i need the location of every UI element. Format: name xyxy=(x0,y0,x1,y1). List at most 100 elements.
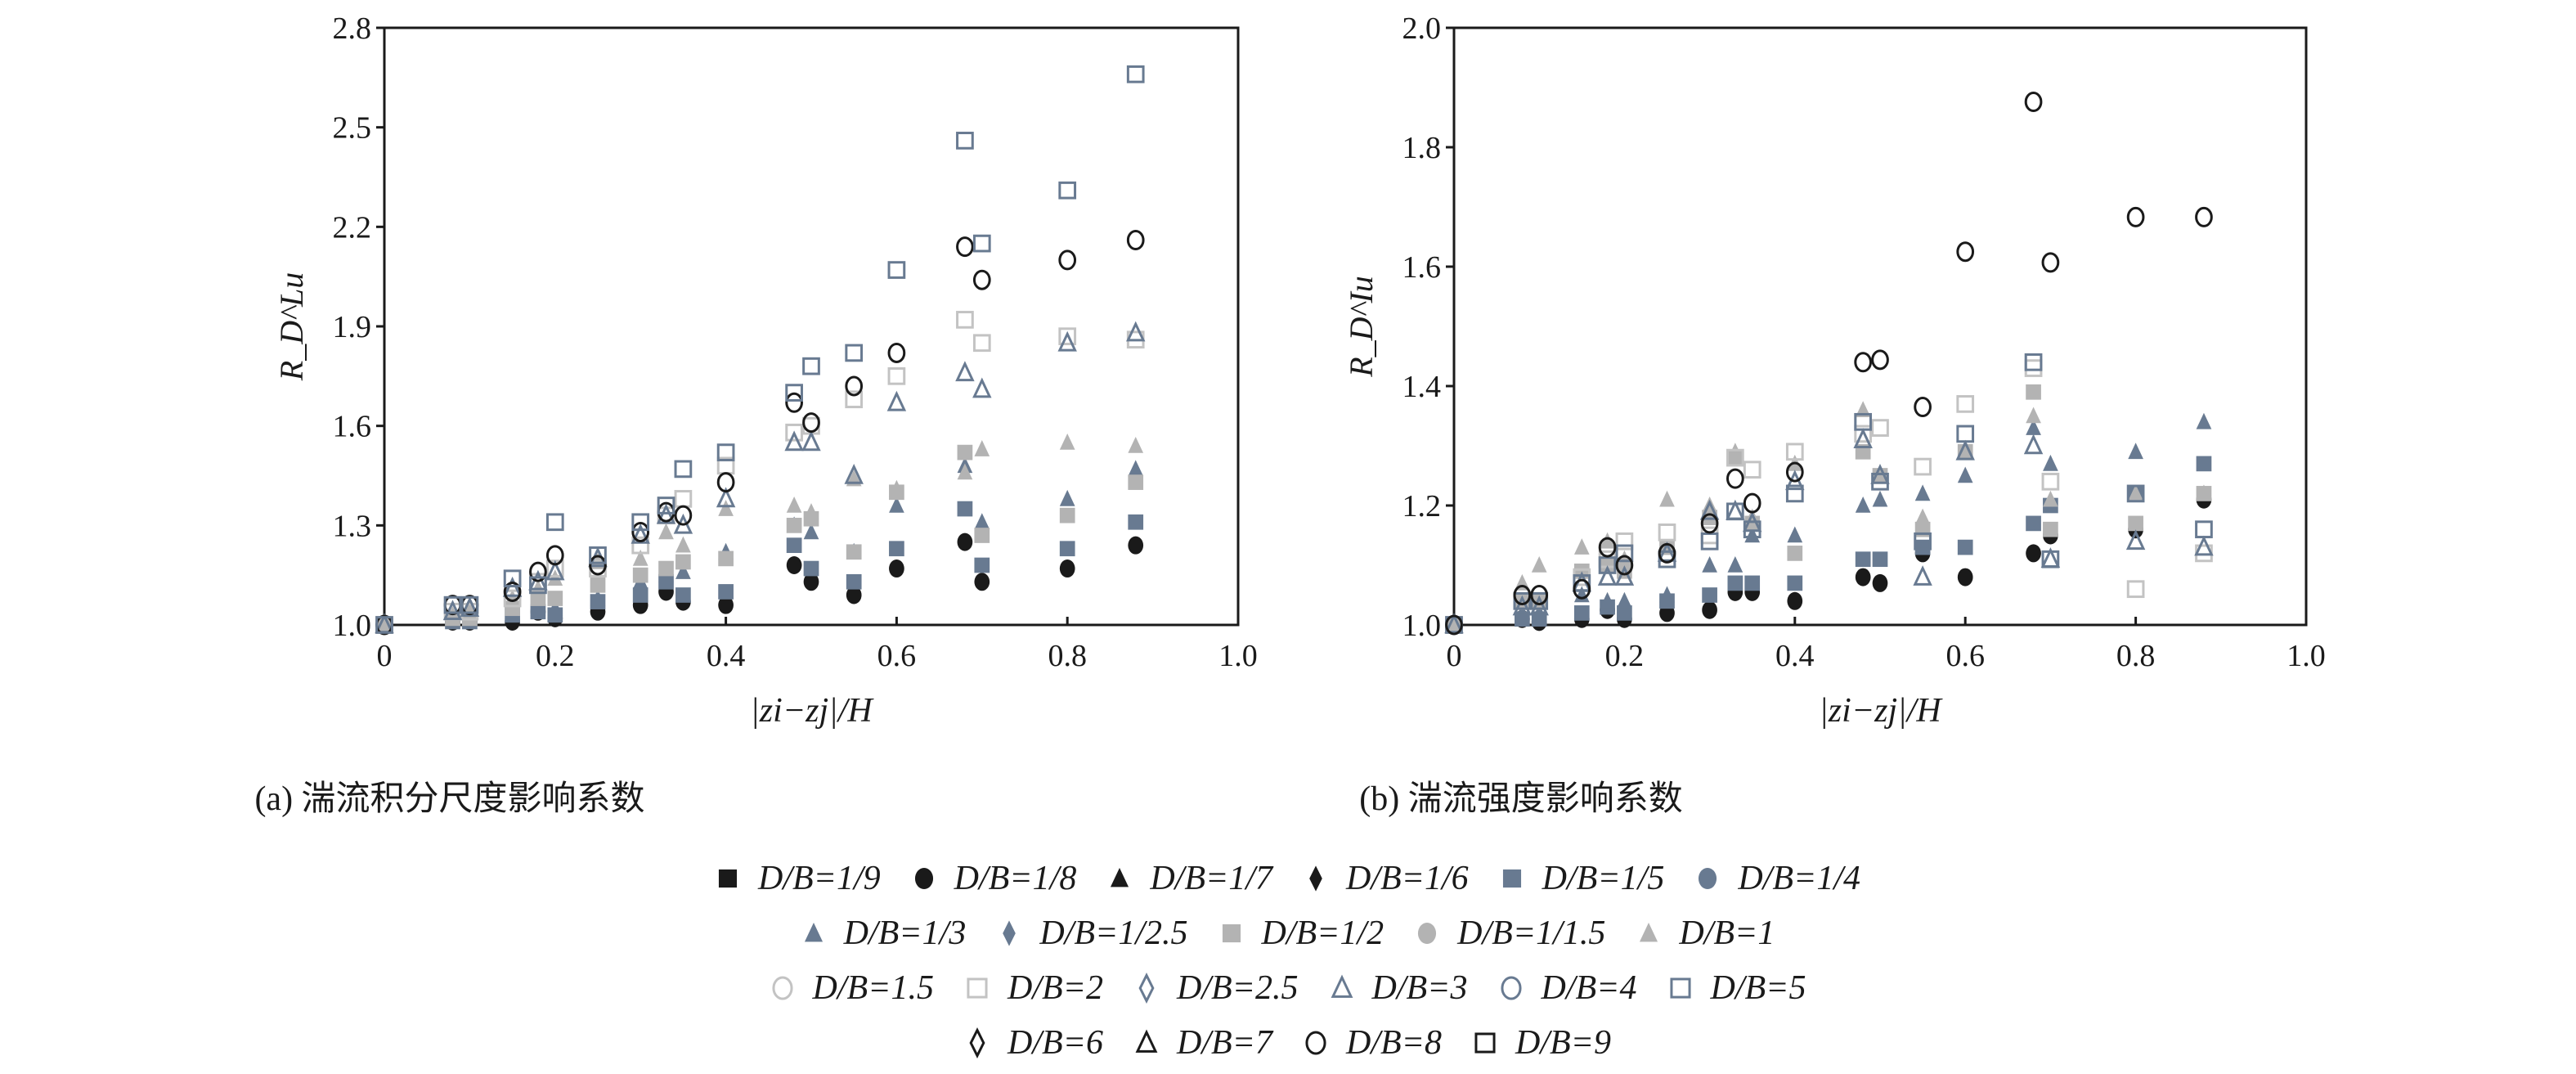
legend-item: D/B=1/5 xyxy=(1500,859,1664,898)
data-point xyxy=(1513,591,1532,610)
data-point xyxy=(1615,532,1634,550)
data-point xyxy=(547,591,563,606)
data-point xyxy=(974,557,990,573)
x-tick-label: 0.4 xyxy=(707,639,746,673)
legend-label: D/B=8 xyxy=(1346,1023,1442,1062)
data-point xyxy=(1914,397,1932,418)
data-point xyxy=(1126,321,1146,342)
data-point xyxy=(2126,580,2145,599)
series-D-B-1 xyxy=(376,433,1144,632)
series-D-B-2 xyxy=(1445,359,2213,634)
data-point xyxy=(529,561,547,582)
x-tick-label: 0.6 xyxy=(877,639,917,673)
legend-marker xyxy=(1502,869,1521,888)
legend-item: D/B=1/2.5 xyxy=(997,914,1188,953)
series-D-B-3 xyxy=(1444,428,2214,634)
data-point xyxy=(955,361,975,382)
data-point xyxy=(1855,551,1871,568)
data-point xyxy=(1914,484,1931,501)
circle-marker-icon xyxy=(1418,922,1437,944)
data-point xyxy=(803,503,819,519)
data-point xyxy=(1957,466,1973,483)
data-point xyxy=(803,560,819,577)
data-point xyxy=(2026,419,2041,435)
legend-marker xyxy=(1640,922,1658,941)
data-point xyxy=(785,384,803,402)
y-tick-label: 1.4 xyxy=(1402,370,1442,404)
data-point xyxy=(1658,524,1676,541)
data-point xyxy=(632,567,648,583)
legend-marker xyxy=(1003,919,1016,946)
y-tick-label: 2.5 xyxy=(333,111,372,146)
legend-label: D/B=6 xyxy=(1008,1023,1103,1062)
circle-marker-icon xyxy=(914,867,933,889)
series-D-B-2 xyxy=(375,311,1145,634)
data-point xyxy=(631,536,650,555)
data-point xyxy=(2026,515,2041,532)
data-point xyxy=(784,430,804,452)
x-tick-label: 0.2 xyxy=(1605,639,1645,673)
data-point xyxy=(718,500,734,516)
data-point xyxy=(2128,443,2143,460)
legend-label: D/B=4 xyxy=(1541,968,1637,1007)
data-point xyxy=(718,550,734,567)
triangle-marker-icon xyxy=(1135,1028,1158,1053)
data-point xyxy=(1445,614,1463,636)
data-point xyxy=(1957,443,1973,460)
diamond-marker-icon xyxy=(969,1027,985,1058)
legend-marker xyxy=(1500,976,1522,1000)
data-point xyxy=(460,596,480,618)
data-point xyxy=(1854,352,1873,373)
data-point xyxy=(1854,412,1873,431)
data-point xyxy=(1059,559,1075,578)
data-point xyxy=(2026,544,2041,563)
data-point xyxy=(1573,578,1591,600)
legend-item: D/B=5 xyxy=(1668,968,1806,1008)
y-tick-label: 2.2 xyxy=(333,210,372,245)
data-point xyxy=(1513,585,1532,605)
data-point xyxy=(786,517,802,533)
data-point xyxy=(1785,461,1804,483)
y-tick-label: 1.3 xyxy=(333,509,372,543)
data-point xyxy=(1573,538,1590,555)
x-tick-label: 0.2 xyxy=(536,639,575,673)
series-D-B-1-2 xyxy=(1446,384,2212,633)
series-D-B-1-5 xyxy=(376,501,1144,633)
legend-label: D/B=7 xyxy=(1177,1023,1272,1062)
data-point xyxy=(1615,555,1634,576)
data-point xyxy=(1531,604,1547,621)
data-point xyxy=(1600,591,1615,609)
data-point xyxy=(547,569,563,586)
circle-marker-icon xyxy=(771,976,793,1000)
x-axis-label: |zi−zj|/H xyxy=(1819,692,1943,730)
y-tick-label: 1.0 xyxy=(333,609,372,643)
series-D-B-5 xyxy=(375,65,1145,634)
data-point xyxy=(1615,544,1634,563)
legend-marker xyxy=(1138,972,1155,1004)
data-point xyxy=(2026,407,2041,424)
square-marker-icon xyxy=(1669,977,1691,999)
data-point xyxy=(1598,556,1617,574)
data-point xyxy=(846,573,862,590)
legend-marker xyxy=(1474,1031,1496,1054)
legend-marker xyxy=(1669,977,1691,999)
legend-marker xyxy=(1305,1031,1326,1054)
data-point xyxy=(2195,520,2213,539)
legend-row: D/B=1.5 D/B=2 D/B=2.5 D/B=3 D/B=4 D/B=5 xyxy=(0,960,2576,1015)
y-tick-label: 1.2 xyxy=(1402,489,1442,524)
data-point xyxy=(547,599,563,616)
series-D-B-1-8 xyxy=(1446,490,2212,634)
legend-item: D/B=1/7 xyxy=(1107,859,1272,898)
data-point xyxy=(2024,353,2043,371)
data-point xyxy=(2043,454,2058,471)
data-point xyxy=(887,366,906,385)
data-point xyxy=(2126,206,2145,227)
legend-item: D/B=6 xyxy=(965,1023,1103,1063)
data-point xyxy=(1600,557,1615,573)
legend-label: D/B=2.5 xyxy=(1177,968,1299,1007)
data-point xyxy=(786,556,802,574)
data-point xyxy=(1956,425,1975,443)
series-D-B-1-3 xyxy=(1446,412,2212,632)
data-point xyxy=(2125,529,2146,550)
series-D-B-1-8 xyxy=(376,533,1144,634)
